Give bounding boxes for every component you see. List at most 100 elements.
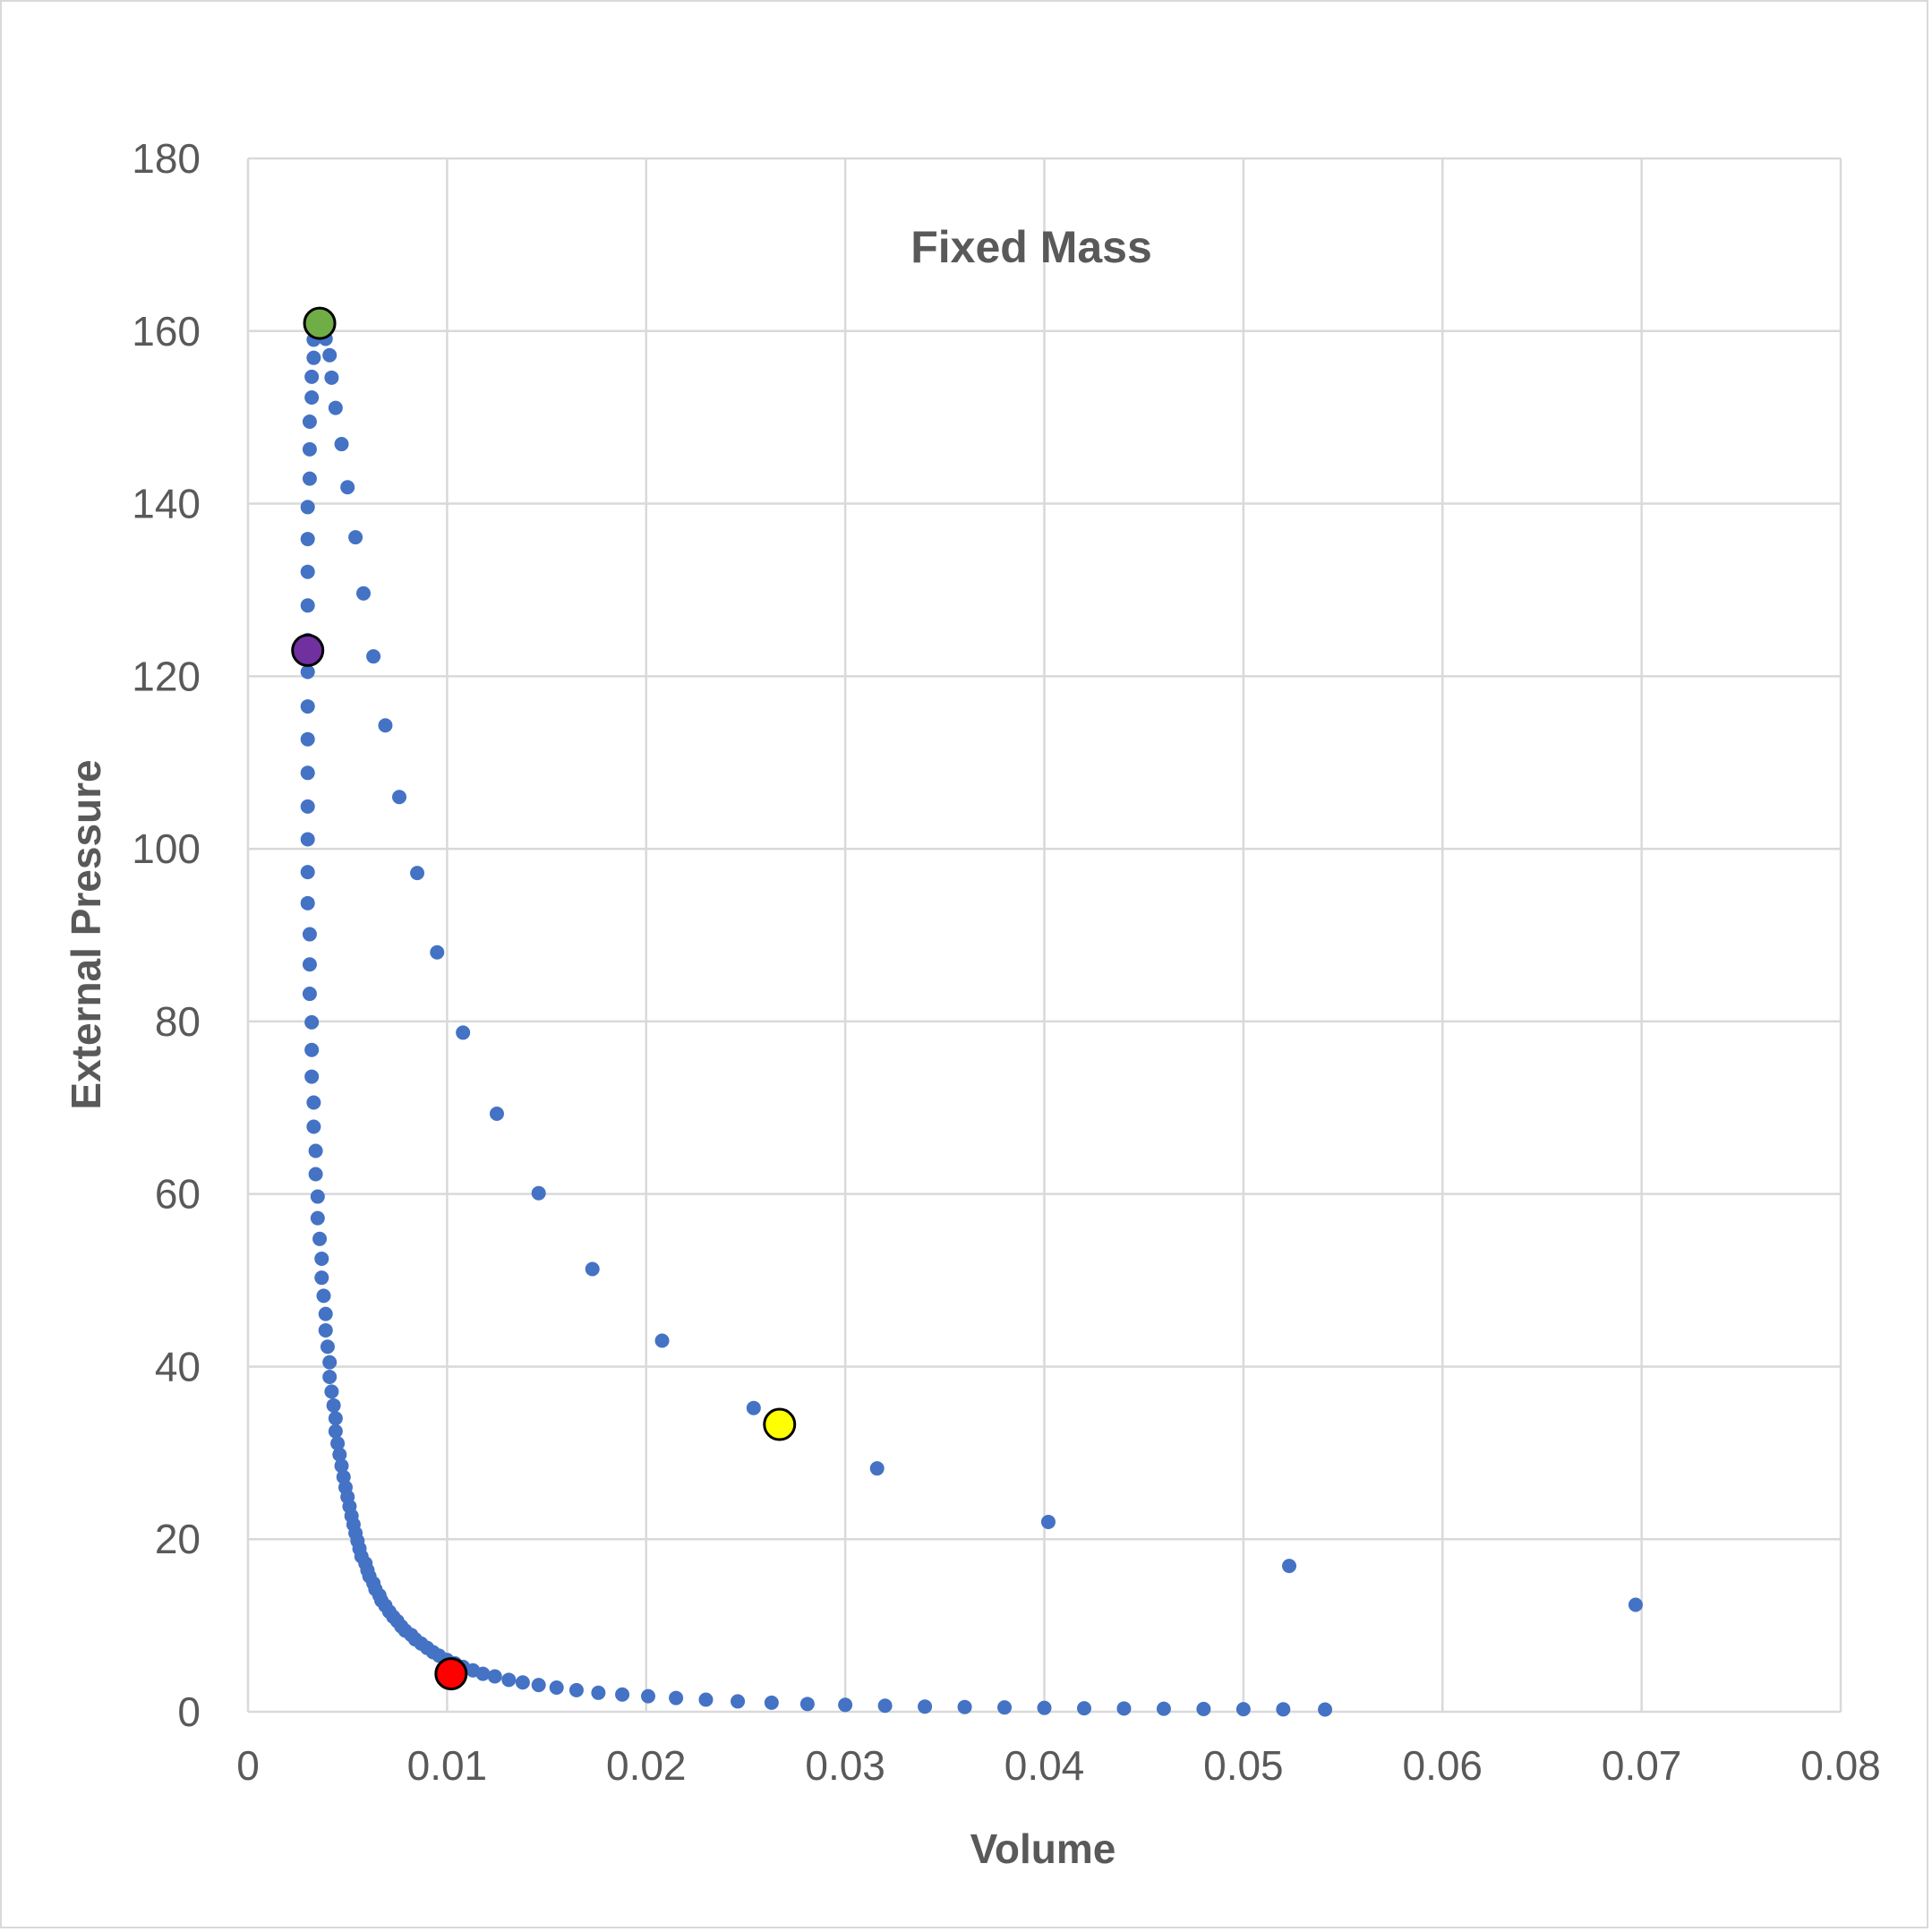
- y-tick-label: 0: [177, 1688, 201, 1735]
- data-point: [1235, 1702, 1251, 1717]
- x-axis-title: Volume: [970, 1825, 1116, 1872]
- data-point: [654, 1333, 670, 1348]
- y-tick-label: 100: [132, 825, 201, 872]
- data-point: [334, 1458, 349, 1474]
- data-point: [316, 1288, 331, 1304]
- data-point: [300, 865, 315, 880]
- data-point: [318, 1322, 333, 1338]
- data-point: [314, 1270, 329, 1286]
- data-point: [322, 347, 338, 363]
- x-tick-label: 0: [236, 1742, 260, 1789]
- data-point: [300, 564, 315, 579]
- data-point: [310, 1210, 325, 1226]
- data-point: [918, 1699, 933, 1714]
- data-point: [304, 369, 320, 384]
- data-point: [320, 1339, 335, 1355]
- data-point: [799, 1697, 815, 1712]
- data-point: [328, 1411, 343, 1426]
- data-point: [487, 1669, 502, 1684]
- y-tick-label: 20: [155, 1516, 201, 1562]
- data-point: [314, 1251, 329, 1266]
- data-point: [591, 1685, 606, 1700]
- data-point: [355, 586, 371, 601]
- data-point: [640, 1688, 655, 1704]
- data-point: [302, 987, 317, 1002]
- data-point: [669, 1690, 684, 1705]
- data-point: [308, 1143, 323, 1158]
- x-tick-label: 0.08: [1800, 1742, 1881, 1789]
- x-tick-label: 0.06: [1402, 1742, 1483, 1789]
- data-point: [300, 799, 315, 814]
- data-point: [324, 370, 339, 385]
- data-point: [300, 895, 315, 910]
- data-point: [334, 437, 349, 452]
- data-point: [300, 699, 315, 714]
- data-point: [501, 1672, 517, 1688]
- data-point: [1156, 1701, 1171, 1716]
- data-point: [304, 1069, 320, 1084]
- data-point: [322, 1370, 338, 1385]
- data-point: [312, 1231, 328, 1246]
- data-point: [304, 389, 320, 405]
- highlight-point: [434, 1657, 468, 1691]
- data-point: [489, 1107, 504, 1122]
- data-point: [1037, 1700, 1052, 1715]
- data-point: [410, 866, 425, 881]
- highlight-point: [763, 1407, 797, 1441]
- data-point: [531, 1678, 546, 1693]
- data-point: [328, 400, 343, 415]
- data-point: [318, 1306, 333, 1321]
- x-tick-label: 0.02: [606, 1742, 687, 1789]
- data-point: [1076, 1701, 1091, 1716]
- data-point: [304, 1014, 320, 1030]
- data-point: [306, 350, 321, 365]
- data-point: [310, 1189, 325, 1204]
- data-point: [764, 1695, 779, 1710]
- data-point: [838, 1697, 853, 1713]
- gridlines: [246, 157, 1842, 1714]
- data-point: [698, 1692, 714, 1707]
- data-point: [475, 1666, 491, 1681]
- y-axis-title: External Pressure: [63, 759, 109, 1109]
- data-point: [1040, 1514, 1056, 1529]
- data-point: [1628, 1597, 1643, 1612]
- data-point: [300, 765, 315, 781]
- x-tick-label: 0.05: [1203, 1742, 1284, 1789]
- data-point: [1276, 1702, 1291, 1717]
- highlight-point: [303, 306, 337, 340]
- data-point: [324, 1384, 339, 1399]
- data-point: [302, 927, 317, 942]
- data-point: [302, 414, 317, 429]
- data-point: [300, 664, 315, 680]
- y-tick-label: 60: [155, 1171, 201, 1218]
- data-point: [731, 1694, 746, 1709]
- x-tick-label: 0.01: [407, 1742, 488, 1789]
- data-point: [300, 731, 315, 747]
- data-point: [326, 1398, 341, 1413]
- y-tick-label: 40: [155, 1343, 201, 1389]
- data-point: [392, 790, 407, 805]
- data-point: [957, 1699, 972, 1714]
- data-point: [568, 1682, 584, 1697]
- data-point: [430, 945, 445, 960]
- data-point: [300, 832, 315, 847]
- data-point: [300, 598, 315, 613]
- chart-title: Fixed Mass: [910, 222, 1152, 272]
- data-point: [997, 1700, 1013, 1715]
- highlight-points: [291, 306, 797, 1691]
- series-points: [300, 316, 1643, 1717]
- tick-labels: 0 0.01 0.02 0.03 0.04 0.05 0.06 0.07 0.08 0 20 40 60…: [132, 135, 1881, 1789]
- data-point: [348, 530, 363, 545]
- data-point: [1196, 1701, 1211, 1716]
- data-point: [308, 1167, 323, 1182]
- data-point: [302, 471, 317, 486]
- data-point: [306, 1119, 321, 1134]
- data-point: [332, 1447, 347, 1462]
- data-point: [531, 1185, 546, 1201]
- data-point: [366, 649, 381, 664]
- data-point: [306, 1095, 321, 1110]
- data-point: [340, 480, 355, 495]
- data-point: [304, 1042, 320, 1057]
- x-tick-label: 0.03: [805, 1742, 885, 1789]
- highlight-point: [291, 633, 325, 667]
